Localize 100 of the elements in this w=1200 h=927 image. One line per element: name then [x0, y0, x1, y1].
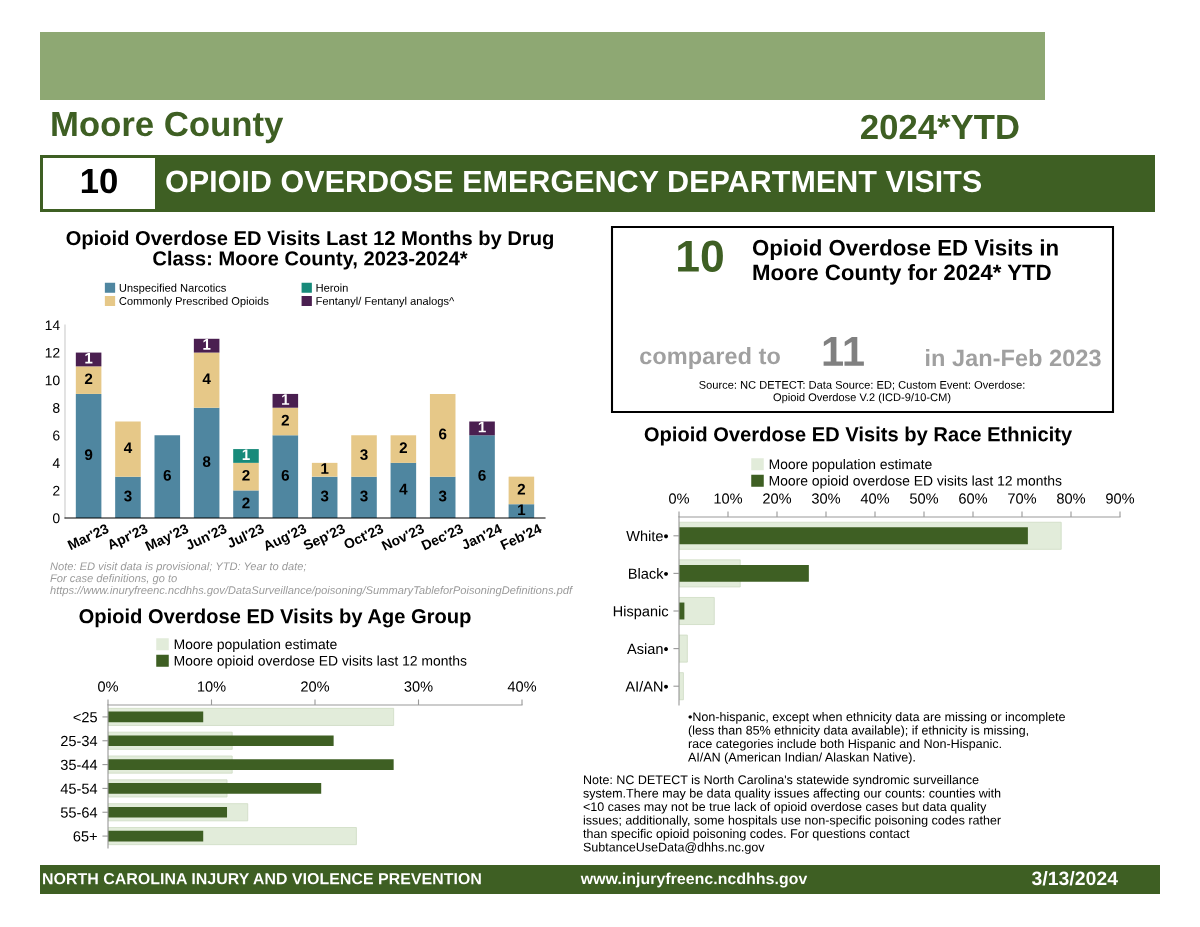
chart-title: Opioid Overdose ED Visits Last 12 Months by Drug Class: Moore County, 2023-2024*	[66, 230, 553, 270]
legend-label: Unspecified Narcotics	[119, 283, 226, 294]
text: •Non-hispanic, except when ethnicity data are missing or incomplete (less than 85% ethnicity data available); if ethnicity is missing, race categories include both Hispanic and Non-Hispanic. AI/AN (American Indian/ Alaskan Native).	[688, 712, 1065, 765]
data-label: 3	[360, 490, 368, 502]
bar	[272, 435, 299, 518]
data-label: 2	[281, 414, 289, 426]
data-label: 2	[399, 442, 407, 454]
y-tick-label: White•	[626, 530, 669, 542]
text: in Jan-Feb 2023	[926, 349, 1101, 367]
x-tick-label: 40%	[507, 681, 537, 692]
y-tick-label: 12	[45, 347, 60, 358]
bar	[108, 711, 204, 723]
x-tick-label: 10%	[198, 681, 226, 692]
x-tick-label: 60%	[959, 493, 988, 504]
x-tick-label: 50%	[909, 493, 939, 504]
x-tick-label: 30%	[404, 681, 433, 692]
text: 3/13/2024	[1031, 870, 1118, 886]
text: OPIOID OVERDOSE EMERGENCY DEPARTMENT VISITS	[166, 170, 982, 193]
y-tick-label: Hispanic	[613, 605, 669, 620]
legend-label: Heroin	[316, 283, 348, 292]
bar	[115, 476, 141, 518]
chart-title: Opioid Overdose ED Visits by Race Ethnicity	[644, 426, 1073, 446]
data-label: 2	[242, 497, 250, 509]
legend-label: Moore opioid overdose ED visits last 12 months	[174, 655, 467, 669]
y-tick-label: 8	[53, 403, 60, 413]
bar	[429, 393, 456, 477]
source-note: Source: NC DETECT: Data Source: ED; Custom Event: Overdose: Opioid Overdose V.2 (ICD-9/10-CM)	[699, 380, 1025, 404]
x-tick-label: 80%	[1057, 493, 1086, 504]
x-tick-label: 90%	[1106, 493, 1135, 504]
legend-label: Moore population estimate	[769, 459, 932, 472]
x-tick-label: 70%	[1008, 493, 1037, 504]
data-label: 6	[281, 469, 290, 481]
y-tick-label: AI/AN•	[625, 680, 669, 692]
data-label: 6	[439, 428, 447, 440]
x-tick-label: 40%	[860, 493, 890, 504]
text: Note: ED visit data is provisional; YTD: Year to date; For case definitions, go to https://www.inuryfreenc.ncdhhs.gov/DataSurveillance/poisoning/SummaryTableforPoisoningDefinitions.pdf	[50, 562, 574, 597]
data-label: 4	[123, 442, 133, 454]
bar	[75, 366, 102, 394]
text: compared to	[640, 347, 780, 370]
data-label: 6	[163, 469, 171, 481]
bar	[679, 597, 715, 625]
bar	[679, 634, 688, 663]
x-tick-label: 10%	[714, 493, 743, 504]
legend-label: Commonly Prescribed Opioids	[119, 296, 269, 308]
data-label: 1	[203, 339, 211, 350]
data-label: 2	[242, 469, 250, 481]
bar	[193, 407, 220, 518]
bar	[679, 527, 1028, 545]
data-label: 1	[518, 504, 526, 516]
bar	[108, 783, 322, 794]
y-tick-label: 0	[52, 513, 60, 524]
bar	[679, 564, 809, 582]
x-tick-label: 0%	[98, 681, 119, 692]
data-label: 3	[438, 490, 447, 502]
y-tick-label: Black•	[629, 568, 669, 579]
bar	[272, 407, 299, 436]
y-tick-label: 14	[45, 320, 60, 331]
y-tick-label: 4	[52, 458, 60, 468]
text: 2024*YTD	[861, 114, 1019, 140]
bar	[108, 806, 228, 818]
bar	[233, 449, 259, 463]
bar	[193, 352, 220, 408]
chart-title: Opioid Overdose ED Visits by Age Group	[79, 608, 471, 628]
data-label: 3	[320, 490, 329, 502]
data-label: 8	[202, 456, 211, 467]
bar	[351, 476, 377, 518]
y-tick-label: 6	[53, 430, 60, 441]
y-tick-label: Asian•	[627, 643, 669, 655]
text: 11	[823, 337, 864, 366]
legend-label: Fentanyl/ Fentanyl analogs^	[316, 296, 455, 308]
y-tick-label: 45-54	[60, 783, 98, 794]
bar	[108, 735, 334, 747]
bar	[429, 476, 456, 518]
data-label: 1	[321, 463, 329, 474]
bar	[351, 435, 377, 477]
bar	[108, 830, 204, 842]
y-tick-label: 65+	[73, 831, 97, 842]
y-tick-label: <25	[73, 712, 97, 723]
data-label: 3	[124, 490, 132, 502]
data-label: 1	[85, 352, 93, 364]
x-tick-label: 20%	[763, 493, 792, 504]
text: www.injuryfreenc.ncdhhs.gov	[580, 872, 808, 888]
bar	[108, 759, 394, 770]
bar	[469, 435, 495, 518]
data-label: 4	[399, 483, 408, 495]
y-tick-label: 35-44	[60, 759, 98, 771]
text: Opioid Overdose ED Visits in Moore County for 2024* YTD	[752, 239, 1058, 285]
y-tick-label: 25-34	[61, 735, 98, 747]
legend-label: Moore opioid overdose ED visits last 12 months	[769, 475, 1062, 489]
bar	[233, 490, 259, 518]
x-tick-label: 0%	[669, 493, 690, 504]
data-label: 2	[517, 483, 526, 495]
text: Note: NC DETECT is North Carolina's statewide syndromic surveillance system.There may be data quality issues affecting our counts: counties with <10 cases may not be true lack of opioid overdose cases but data quality issues; additionally, some hospitals use non-specific poisoning codes rather than specific opioid poisoning codes. For questions contact SubtanceUseData@dhhs.nc.gov	[583, 775, 1001, 854]
data-label: 1	[242, 449, 250, 460]
bar	[311, 476, 338, 518]
y-tick-label: 55-64	[60, 807, 98, 818]
data-label: 1	[478, 421, 486, 433]
bar	[233, 462, 259, 491]
data-label: 4	[202, 373, 211, 385]
x-tick-label: 20%	[301, 681, 330, 692]
